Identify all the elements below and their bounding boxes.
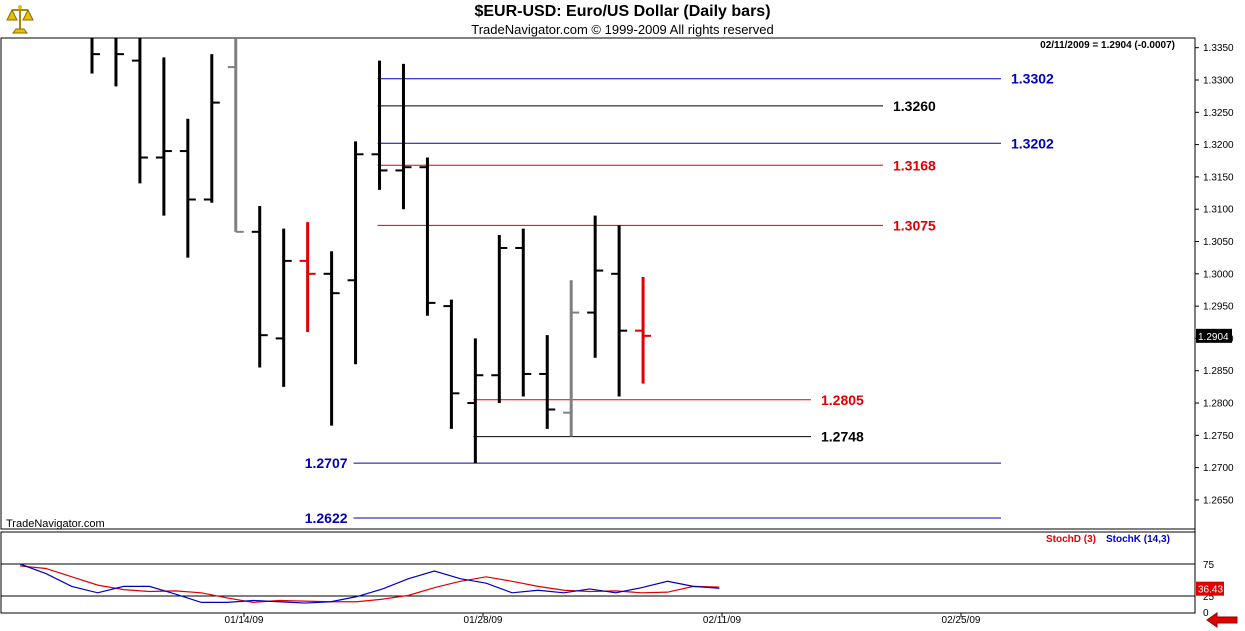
- price-tick-label: 1.2650: [1203, 495, 1234, 506]
- quote-readout: 02/11/2009 = 1.2904 (-0.0007): [1040, 40, 1175, 51]
- price-tick-label: 1.3350: [1203, 43, 1234, 54]
- trade-navigator-logo-icon[interactable]: [3, 3, 37, 35]
- price-tick-label: 1.2850: [1203, 366, 1234, 377]
- date-tick-label: 01/28/09: [464, 615, 503, 626]
- stochastic-tick-label: 25: [1203, 592, 1215, 603]
- date-tick-label: 02/25/09: [942, 615, 981, 626]
- stochastic-tick-label: 75: [1203, 560, 1215, 571]
- price-tick-label: 1.2700: [1203, 463, 1234, 474]
- support-resistance-levels: 1.3302 1.3260 1.3202 1.3168 1.3075 1.2805 1.27…: [305, 71, 1054, 526]
- watermark-text: TradeNavigator.com: [6, 518, 105, 530]
- level-label: 1.2707: [305, 455, 348, 471]
- scroll-left-arrow-icon[interactable]: [1205, 612, 1239, 628]
- stochastic-tick-label: 0: [1203, 608, 1209, 619]
- price-axis: 1.3350 1.3300 1.3250 1.3200 1.3150 1.3100 1.30…: [1195, 43, 1234, 506]
- last-price-marker: [1196, 328, 1232, 343]
- level-label: 1.3168: [893, 157, 936, 173]
- level-label: 1.2748: [821, 429, 864, 445]
- price-tick-label: 1.3050: [1203, 237, 1234, 248]
- date-tick-label: 02/11/09: [703, 615, 742, 626]
- stochastic-panel: 75 25 0 36.43: [1, 560, 1224, 619]
- price-tick-label: 1.3250: [1203, 108, 1234, 119]
- price-tick-label: 1.2750: [1203, 431, 1234, 442]
- chart-title: $EUR-USD: Euro/US Dollar (Daily bars): [474, 3, 771, 20]
- level-label: 1.2622: [305, 510, 348, 526]
- level-label: 1.3302: [1011, 71, 1054, 87]
- level-label: 1.3075: [893, 217, 936, 233]
- date-tick-label: 01/14/09: [225, 615, 264, 626]
- price-tick-label: 1.3000: [1203, 269, 1234, 280]
- level-label: 1.3260: [893, 98, 936, 114]
- legend-stochd: StochD (3): [1046, 534, 1096, 545]
- stochastic-value-label: 36.43: [1198, 585, 1223, 596]
- stochastic-value-marker: [1196, 581, 1224, 596]
- date-axis: 01/14/09 01/28/09 02/11/09 02/25/09: [225, 613, 981, 626]
- price-bars: [90, 38, 652, 464]
- level-label: 1.3202: [1011, 135, 1054, 151]
- price-tick-label: 1.3100: [1203, 205, 1234, 216]
- price-tick-label: 1.2800: [1203, 399, 1234, 410]
- chart-subtitle: TradeNavigator.com © 1999-2009 All right…: [471, 22, 774, 37]
- last-price-label: 1.2904: [1198, 332, 1229, 343]
- legend-stochk: StochK (14,3): [1106, 534, 1170, 545]
- price-tick-label: 1.3300: [1203, 75, 1234, 86]
- stochastic-line: [19, 563, 720, 604]
- price-tick-label: 1.2950: [1203, 302, 1234, 313]
- price-tick-label: 1.3150: [1203, 172, 1234, 183]
- level-label: 1.2805: [821, 392, 864, 408]
- price-tick-label: 1.3200: [1203, 140, 1234, 151]
